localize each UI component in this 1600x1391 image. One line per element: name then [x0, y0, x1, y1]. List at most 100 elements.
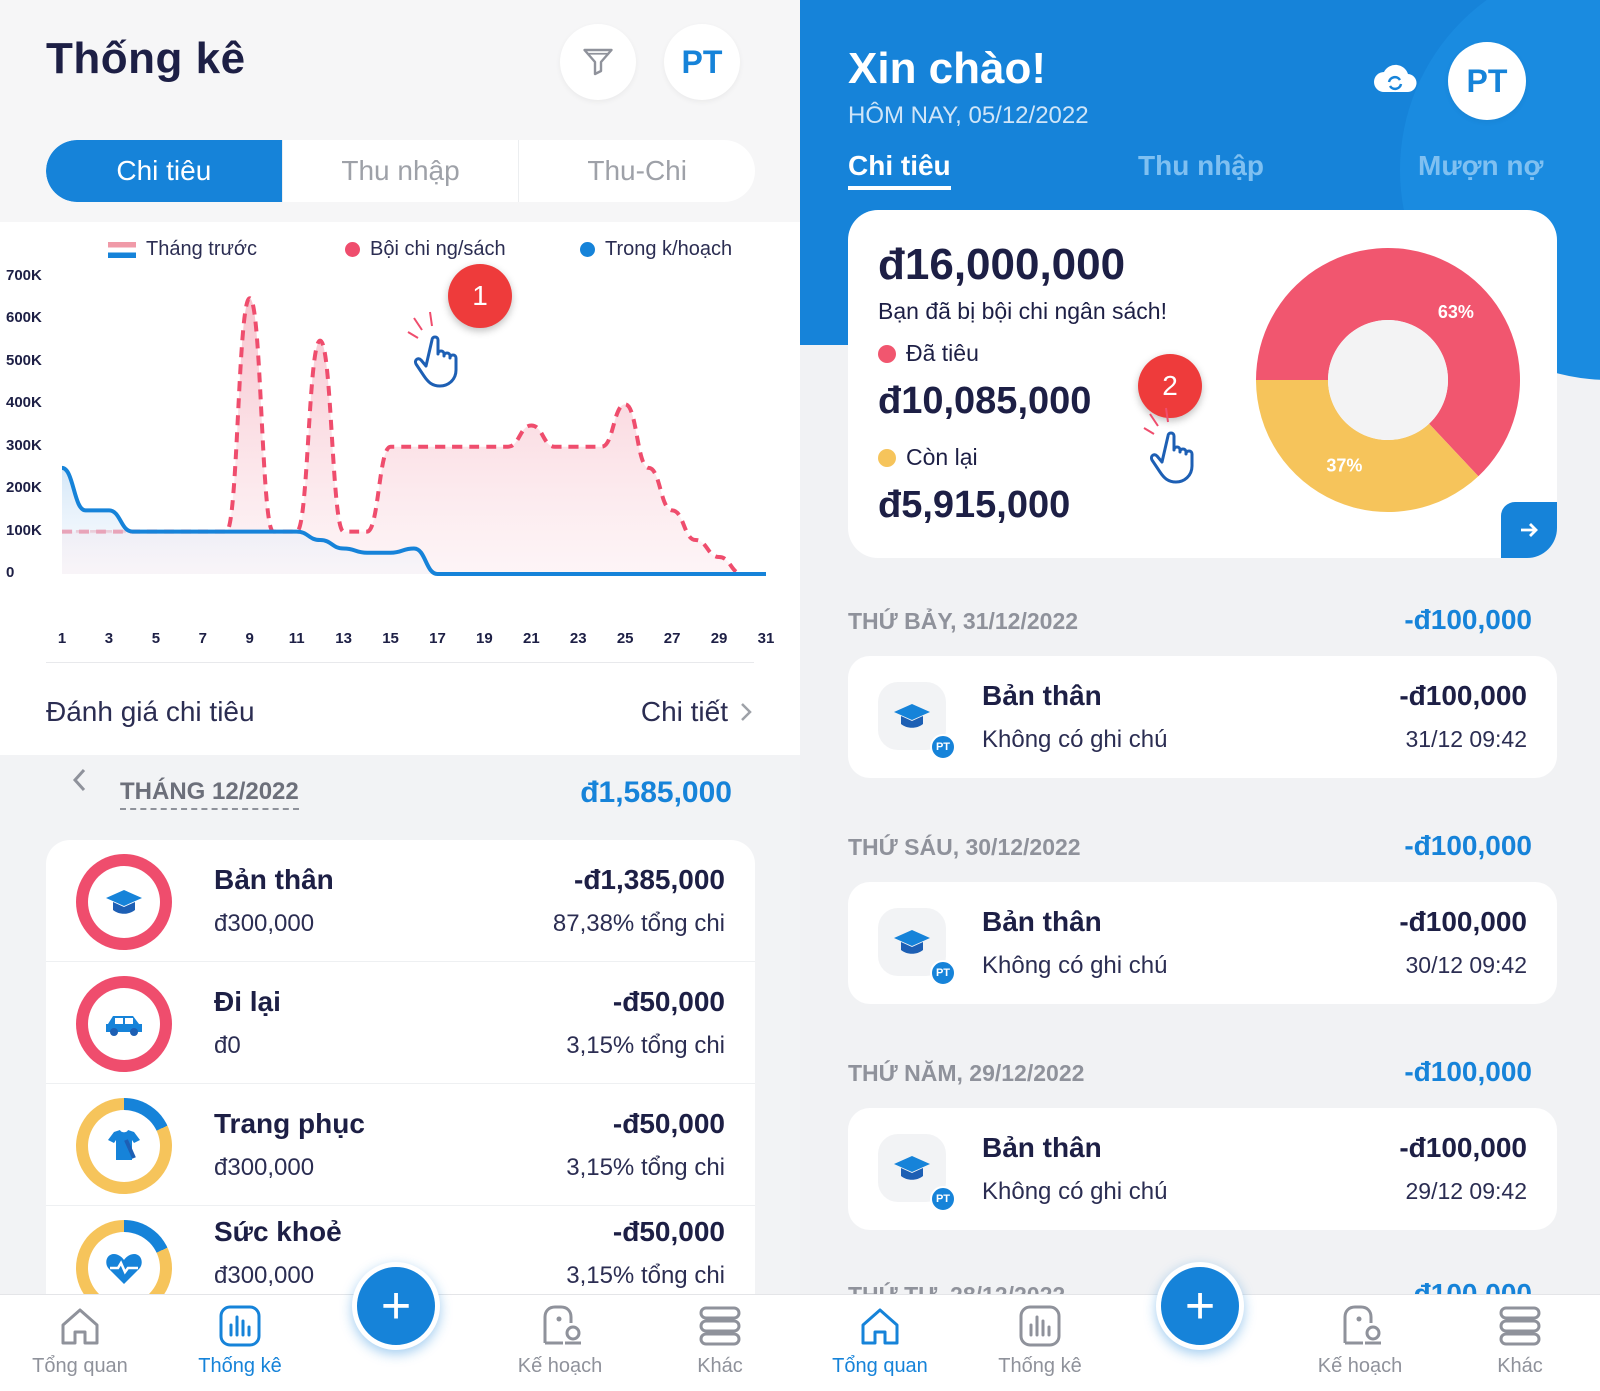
category-budget: đ300,000 [214, 1262, 315, 1289]
category-amount: -đ50,000 [612, 986, 725, 1017]
legend-in-plan[interactable]: Trong k/hoạch [580, 238, 732, 261]
category-row[interactable]: Sức khoẻ đ300,000 -đ50,000 3,15% tổng ch… [46, 1206, 755, 1316]
tab-thu-nhap[interactable]: Thu nhập [281, 140, 519, 202]
category-row[interactable]: Trang phục đ300,000 -đ50,000 3,15% tổng … [46, 1084, 755, 1206]
legend-over-budget[interactable]: Bội chi ng/sách [345, 238, 506, 261]
nav-tong-quan[interactable]: Tổng quan [810, 1303, 950, 1378]
statistics-screen: Thống kê PT Chi tiêu Thu nhập Thu-Chi Th… [0, 0, 800, 1391]
transaction-category: Bản thân [982, 1132, 1102, 1163]
nav-tong-quan[interactable]: Tổng quan [10, 1303, 150, 1378]
category-percent: 3,15% tổng chi [566, 1262, 725, 1289]
transaction-time: 30/12 09:42 [1405, 952, 1527, 978]
transaction-amount: -đ100,000 [1399, 906, 1527, 937]
category-amount: -đ1,385,000 [574, 864, 725, 895]
transaction-note: Không có ghi chú [982, 1178, 1168, 1205]
nav-ke-hoach[interactable]: Kế hoạch [1290, 1303, 1430, 1378]
graduation-cap-icon [894, 704, 930, 728]
donut-hole [1328, 320, 1448, 440]
over-budget-warning: Bạn đã bị bội chi ngân sách! [878, 298, 1167, 324]
y-tick-label: 400K [6, 394, 42, 412]
transaction-category: Bản thân [982, 680, 1102, 711]
legend-prev-month[interactable]: Tháng trước [108, 238, 257, 261]
tab-chi-tieu[interactable]: Chi tiêu [46, 140, 282, 202]
transaction-icon: PT [878, 1134, 956, 1212]
category-amount: -đ50,000 [612, 1216, 725, 1247]
detail-label: Chi tiết [640, 696, 728, 727]
nav-thong-ke[interactable]: Thống kê [170, 1303, 310, 1378]
x-tick-label: 7 [198, 630, 207, 647]
cloud-sync-icon[interactable] [1370, 60, 1420, 100]
remaining-dot [878, 448, 896, 467]
category-budget: đ0 [214, 1032, 241, 1059]
transaction-category: Bản thân [982, 906, 1102, 937]
y-tick-label: 100K [6, 521, 42, 539]
chevron-left-icon[interactable] [70, 765, 90, 795]
nav-thong-ke[interactable]: Thống kê [970, 1303, 1110, 1378]
category-row[interactable]: Bản thân đ300,000 -đ1,385,000 87,38% tổn… [46, 840, 755, 962]
summary-detail-button[interactable] [1501, 502, 1557, 558]
nav-label: Tổng quan [832, 1355, 928, 1377]
transaction-icon: PT [878, 908, 956, 986]
avatar[interactable]: PT [1448, 42, 1526, 120]
tab-chi-tieu[interactable]: Chi tiêu [848, 150, 951, 190]
donut-label-remaining: 37% [1326, 456, 1362, 476]
transaction-amount: -đ100,000 [1399, 1132, 1527, 1163]
tab-muon-no[interactable]: Mượn nợ [1418, 150, 1544, 181]
chevron-right-icon [741, 703, 752, 721]
legend-label: Bội chi ng/sách [370, 238, 506, 260]
transaction-row[interactable]: PT Bản thân Không có ghi chú -đ100,000 2… [848, 1108, 1557, 1230]
y-tick-label: 0 [6, 564, 15, 581]
nav-label: Thống kê [198, 1355, 282, 1377]
detail-link[interactable]: Chi tiết [641, 696, 754, 728]
donut-slice-spent[interactable] [1256, 248, 1520, 477]
legend-dot-in-plan [580, 242, 595, 257]
category-row[interactable]: Đi lại đ0 -đ50,000 3,15% tổng chi [46, 962, 755, 1084]
user-badge: PT [930, 734, 956, 760]
day-total: -đ100,000 [1404, 604, 1532, 635]
category-ring-inner [88, 1110, 160, 1182]
transaction-row[interactable]: PT Bản thân Không có ghi chú -đ100,000 3… [848, 656, 1557, 778]
spent-dot [878, 344, 896, 363]
spending-chart: Tháng trước Bội chi ng/sách Trong k/hoạc… [0, 222, 800, 755]
category-budget: đ300,000 [214, 910, 315, 937]
y-tick-label: 300K [6, 436, 42, 454]
filter-button[interactable] [560, 24, 636, 100]
nav-ke-hoach[interactable]: Kế hoạch [490, 1303, 630, 1378]
tab-thu-nhap[interactable]: Thu nhập [1138, 150, 1264, 181]
remaining-label: Còn lại [906, 444, 978, 470]
category-percent: 87,38% tổng chi [552, 910, 725, 937]
statistics-header: Thống kê PT Chi tiêu Thu nhập Thu-Chi [0, 0, 800, 222]
greeting: Xin chào! [848, 44, 1047, 93]
nav-label: Khác [697, 1355, 743, 1377]
donut-label-spent: 63% [1438, 302, 1474, 322]
avatar[interactable]: PT [664, 24, 740, 100]
spent-label: Đã tiêu [906, 340, 979, 366]
category-list: Bản thân đ300,000 -đ1,385,000 87,38% tổn… [46, 840, 755, 1316]
transaction-time: 29/12 09:42 [1405, 1178, 1527, 1204]
hint-badge-2: 2 [1138, 354, 1202, 418]
category-ring-inner [88, 988, 160, 1060]
tab-thu-chi[interactable]: Thu-Chi [518, 140, 755, 202]
budget-total: đ16,000,000 [878, 240, 1126, 289]
transaction-row[interactable]: PT Bản thân Không có ghi chú -đ100,000 3… [848, 882, 1557, 1004]
x-tick-label: 15 [382, 630, 399, 647]
graduation-cap-icon [894, 1156, 930, 1180]
spent-amount: đ10,085,000 [878, 380, 1092, 422]
transaction-note: Không có ghi chú [982, 726, 1168, 753]
series-area [62, 467, 766, 574]
nav-khac[interactable]: Khác [650, 1303, 790, 1378]
month-total: đ1,585,000 [580, 776, 732, 809]
nav-khac[interactable]: Khác [1450, 1303, 1590, 1378]
add-transaction-button[interactable]: + [1156, 1262, 1244, 1350]
day-total: -đ100,000 [1404, 830, 1532, 861]
chart-icon [219, 1305, 261, 1347]
add-transaction-button[interactable]: + [352, 1262, 440, 1350]
month-selector[interactable]: THÁNG 12/2022 [120, 778, 299, 810]
x-tick-label: 5 [151, 630, 161, 647]
divider [46, 662, 754, 663]
car-icon [106, 1016, 142, 1036]
donut-slice-remaining[interactable] [1256, 380, 1479, 512]
tap-hand-icon [1143, 407, 1194, 484]
budget-donut[interactable]: 63% 37% [1248, 240, 1528, 520]
hint-badge-1: 1 [448, 264, 512, 328]
